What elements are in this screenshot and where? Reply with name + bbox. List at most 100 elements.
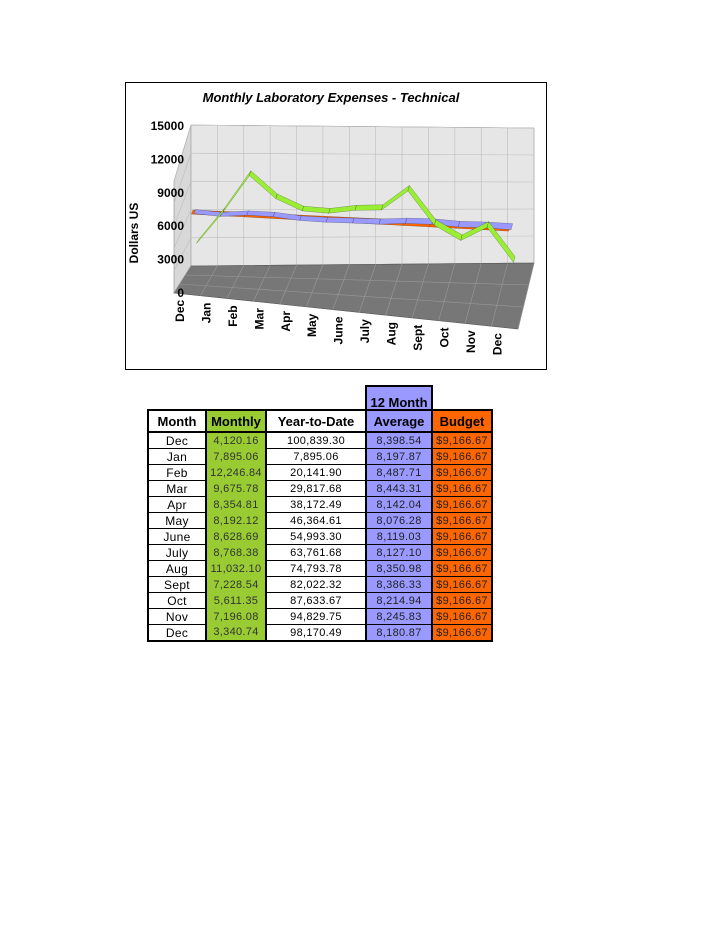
floor-gridline xyxy=(438,263,456,321)
cell-monthly: 5,611.35 xyxy=(205,592,267,609)
table-row: Dec 4,120.16 100,839.30 8,398.54 $9,166.67 xyxy=(147,431,493,449)
cell-avg: 8,386.33 xyxy=(365,576,433,593)
table-body: Dec 4,120.16 100,839.30 8,398.54 $9,166.67 Ja… xyxy=(147,431,493,642)
cell-ytd: 29,817.68 xyxy=(265,480,367,497)
x-tick-label: Dec xyxy=(490,333,504,355)
side-gridline-h xyxy=(173,209,192,249)
cell-avg: 8,487.71 xyxy=(365,464,433,481)
y-tick-label: 12000 xyxy=(151,152,185,166)
table-row: Apr 8,354.81 38,172.49 8,142.04 $9,166.67 xyxy=(147,496,493,513)
cell-budget: $9,166.67 xyxy=(431,512,493,529)
ribbon-segment-12-month-average xyxy=(378,217,408,225)
cell-monthly: 12,246.84 xyxy=(205,464,267,481)
floor-gridline xyxy=(279,264,297,305)
header-average: Average xyxy=(365,409,433,433)
cell-ytd: 38,172.49 xyxy=(265,496,367,513)
table-row: Jan 7,895.06 7,895.06 8,197.87 $9,166.67 xyxy=(147,448,493,465)
floor-gridline xyxy=(226,265,245,299)
chart-title: Monthly Laboratory Expenses - Technical xyxy=(203,90,460,105)
floor-gridline xyxy=(185,274,529,286)
cell-budget: $9,166.67 xyxy=(431,576,493,593)
y-tick-label: 0 xyxy=(177,286,184,300)
avg-header-top: 12 Month xyxy=(365,385,433,410)
cell-avg: 8,076.28 xyxy=(365,512,433,529)
side-gridline-h xyxy=(173,181,192,226)
table-row: Aug 11,032.10 74,793.78 8,350.98 $9,166.67 xyxy=(147,560,493,577)
table-row: Oct 5,611.35 87,633.67 8,214.94 $9,166.67 xyxy=(147,592,493,609)
cell-month: Dec xyxy=(147,624,207,642)
cell-budget: $9,166.67 xyxy=(431,608,493,625)
back-wall-panel xyxy=(190,124,535,267)
y-tick-label: 6000 xyxy=(157,219,184,233)
ribbon-segment-monthly xyxy=(486,221,516,263)
side-gridline-h xyxy=(173,153,192,204)
table-row: Dec 3,340.74 98,170.49 8,180.87 $9,166.67 xyxy=(147,624,493,642)
header-ytd: Year-to-Date xyxy=(266,409,366,433)
left-wall xyxy=(173,124,192,295)
x-tick-label: Oct xyxy=(438,328,452,348)
cell-month: Feb xyxy=(147,464,207,481)
cell-avg: 8,142.04 xyxy=(365,496,433,513)
y-tick-labels: 0 3000 6000 9000 12000 15000 xyxy=(151,119,185,300)
x-tick-label: Mar xyxy=(252,308,266,330)
floor-gridline xyxy=(411,263,429,319)
ribbon-segment-12-month-average xyxy=(352,217,381,225)
cell-ytd: 94,829.75 xyxy=(265,608,367,625)
cell-budget: $9,166.67 xyxy=(431,464,493,481)
cell-budget: $9,166.67 xyxy=(431,480,493,497)
cell-month: Jan xyxy=(147,448,207,465)
x-tick-label: Nov xyxy=(464,330,478,353)
cell-month: Mar xyxy=(147,480,207,497)
cell-budget: $9,166.67 xyxy=(431,560,493,577)
header-budget: Budget xyxy=(431,409,493,433)
x-tick-label: Dec xyxy=(173,300,187,322)
x-tick-label: Feb xyxy=(226,305,240,326)
table-row: Feb 12,246.84 20,141.90 8,487.71 $9,166.67 xyxy=(147,464,493,481)
cell-monthly: 8,354.81 xyxy=(205,496,267,513)
x-tick-label: Jan xyxy=(199,303,213,324)
cell-budget: $9,166.67 xyxy=(431,544,493,561)
cell-budget: $9,166.67 xyxy=(431,431,493,449)
cell-budget: $9,166.67 xyxy=(431,496,493,513)
cell-ytd: 20,141.90 xyxy=(265,464,367,481)
cell-ytd: 82,022.32 xyxy=(265,576,367,593)
floor-gridline xyxy=(358,264,376,313)
cell-avg: 8,119.03 xyxy=(365,528,433,545)
x-tick-label: May xyxy=(305,313,319,337)
cell-ytd: 46,364.61 xyxy=(265,512,367,529)
cell-monthly: 7,196.08 xyxy=(205,608,267,625)
cell-month: Aug xyxy=(147,560,207,577)
y-tick-label: 15000 xyxy=(151,119,185,133)
floor-gridline xyxy=(173,265,192,294)
cell-ytd: 7,895.06 xyxy=(265,448,367,465)
cell-month: Dec xyxy=(147,431,207,449)
cell-month: June xyxy=(147,528,207,545)
table-row: Nov 7,196.08 94,829.75 8,245.83 $9,166.67 xyxy=(147,608,493,625)
floor-gridline xyxy=(253,265,271,302)
cell-ytd: 100,839.30 xyxy=(265,431,367,449)
floor-gridline xyxy=(306,264,324,307)
ribbon-segment-12-month-average xyxy=(405,217,434,225)
table-row: Mar 9,675.78 29,817.68 8,443.31 $9,166.67 xyxy=(147,480,493,497)
x-tick-label: Sept xyxy=(411,325,425,351)
floor-gridline xyxy=(491,263,508,327)
cell-budget: $9,166.67 xyxy=(431,448,493,465)
side-gridline-h xyxy=(173,124,192,182)
cell-avg: 8,398.54 xyxy=(365,431,433,449)
cell-avg: 8,197.87 xyxy=(365,448,433,465)
cell-monthly: 4,120.16 xyxy=(205,432,267,449)
cell-monthly: 8,768.38 xyxy=(205,544,267,561)
y-tick-label: 9000 xyxy=(157,186,184,200)
wall-gridline-h xyxy=(190,152,535,156)
cell-monthly: 7,228.54 xyxy=(205,576,267,593)
table-row: June 8,628.69 54,993.30 8,119.03 $9,166.67 xyxy=(147,528,493,545)
cell-ytd: 54,993.30 xyxy=(265,528,367,545)
chart-frame: Monthly Laboratory Expenses - Technical … xyxy=(125,82,547,370)
cell-monthly: 8,192.12 xyxy=(205,512,267,529)
x-tick-labels: Dec Jan Feb Mar Apr May June July Aug Sept Oct Nov D… xyxy=(173,300,505,356)
header-monthly: Monthly xyxy=(205,409,267,433)
side-gridline-h xyxy=(173,237,192,271)
x-tick-label: Aug xyxy=(385,322,399,345)
y-axis-label: Dollars US xyxy=(127,203,141,264)
y-tick-label: 3000 xyxy=(157,253,184,267)
